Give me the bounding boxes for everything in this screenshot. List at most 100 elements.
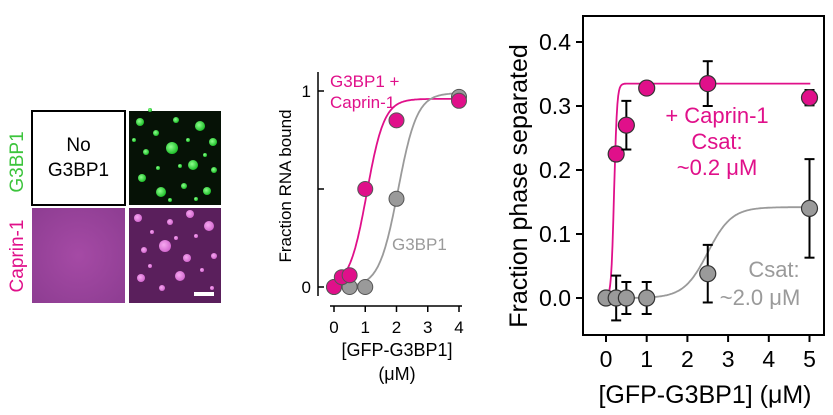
green-droplet	[178, 164, 182, 168]
chart2-y-label: Fraction phase separated	[505, 44, 533, 328]
chart2-point	[607, 145, 625, 163]
green-droplet	[148, 108, 152, 112]
g3bp1-droplets	[132, 108, 217, 202]
chart2-x-tick-label: 5	[803, 346, 816, 372]
chart1-point	[357, 181, 374, 197]
chart2-point	[617, 116, 635, 134]
chart2-point	[638, 79, 656, 97]
chart1-x-tick-label: 3	[423, 318, 432, 337]
magenta-droplet	[200, 268, 204, 272]
green-droplet	[143, 149, 149, 155]
magenta-droplet	[211, 253, 217, 259]
green-droplet	[138, 174, 146, 182]
chart1-y-tick-label: 1	[302, 82, 311, 101]
scale-bar	[194, 292, 214, 296]
chart2-x-label: [GFP-G3BP1] (μM)	[598, 381, 811, 409]
green-droplet	[181, 183, 187, 189]
chart1-y-tick-label: 0	[302, 278, 311, 297]
green-droplet	[173, 117, 179, 123]
chart2-frame	[582, 15, 825, 336]
magenta-droplet	[183, 254, 191, 262]
chart2-y-tick-label: 0.2	[539, 157, 571, 183]
chart2-point	[638, 289, 656, 307]
chart1-y-label: Fraction RNA bound	[276, 109, 295, 262]
chart1-x-tick-label: 4	[454, 318, 463, 337]
chart2-x-tick-label: 1	[640, 346, 653, 372]
chart1-point	[388, 112, 405, 129]
chart2-annotation-magenta-line1: + Caprin-1	[665, 103, 768, 128]
green-droplet	[132, 138, 136, 142]
chart2-x-ticks: 0 1 2 3 4 5	[600, 335, 816, 372]
chart2-y-tick-label: 0.4	[539, 29, 571, 55]
chart1-x-tick-label: 0	[329, 318, 338, 337]
chart1-x-ticks: 0 1 2 3 4	[329, 306, 464, 337]
chart2-point	[617, 289, 635, 307]
magenta-droplet	[141, 247, 147, 253]
chart1-y-ticks: 01	[302, 82, 324, 297]
chart1-fit-curve	[333, 97, 461, 284]
magenta-droplet	[194, 234, 198, 238]
chart1-legend-magenta-line1: G3BP1 +	[330, 72, 400, 91]
magenta-droplet	[204, 221, 214, 231]
chart2-annotation-gray-line2: ~2.0 μM	[720, 285, 801, 310]
micrograph-panel: G3BP1 Caprin-1 No G3BP1	[7, 108, 221, 303]
chart1-x-tick-label: 1	[361, 318, 370, 337]
magenta-droplet	[186, 210, 194, 218]
row-label-caprin1: Caprin-1	[7, 220, 28, 293]
empty-panel-text-line1: No	[66, 135, 90, 156]
magenta-droplet	[167, 219, 173, 225]
green-droplet	[195, 121, 205, 131]
chart1-point	[357, 279, 374, 295]
chart2-y-tick-label: 0.1	[539, 221, 571, 247]
chart2-y-tick-label: 0.0	[539, 285, 571, 311]
chart2-y-ticks: 0.0 0.1 0.2 0.3 0.4	[539, 29, 583, 311]
magenta-droplet	[134, 214, 142, 222]
chart2-annotation-gray-line1: Csat:	[748, 257, 799, 282]
green-droplet	[211, 167, 217, 173]
green-droplet	[203, 153, 207, 157]
green-droplet	[194, 197, 198, 201]
chart2-x-tick-label: 0	[600, 346, 613, 372]
green-droplet	[136, 118, 144, 126]
phase-separation-chart: 0.0 0.1 0.2 0.3 0.4 0 1 2 3 4 5 Fraction phase se…	[505, 15, 825, 409]
green-droplet	[153, 130, 159, 136]
green-droplet	[168, 198, 172, 202]
magenta-droplet	[159, 285, 165, 291]
green-droplet	[166, 142, 178, 154]
magenta-droplet	[175, 271, 185, 281]
green-droplet	[156, 187, 166, 197]
magenta-droplet	[150, 230, 154, 234]
chart1-point	[388, 190, 405, 207]
green-droplet	[188, 160, 198, 170]
panel-empty-g3bp1	[31, 110, 126, 206]
green-droplet	[203, 187, 211, 195]
magenta-droplet	[174, 236, 178, 240]
chart2-point	[699, 265, 717, 283]
magenta-droplet	[148, 264, 152, 268]
chart2-annotation-magenta-line3: ~0.2 μM	[677, 155, 758, 180]
chart1-legend-gray: G3BP1	[392, 235, 447, 254]
chart2-points	[597, 60, 819, 322]
chart2-point	[800, 199, 819, 217]
row-label-g3bp1: G3BP1	[7, 131, 28, 192]
green-droplet	[156, 166, 160, 170]
chart2-point	[699, 74, 717, 93]
magenta-droplet	[210, 286, 214, 290]
chart1-point	[451, 92, 467, 109]
magenta-droplet	[159, 240, 171, 252]
chart1-x-label: [GFP-G3BP1]	[341, 340, 452, 360]
caprin1-droplets	[134, 210, 217, 291]
chart2-x-tick-label: 3	[722, 346, 735, 372]
green-droplet	[209, 138, 217, 146]
chart1-legend-magenta-line2: Caprin-1	[330, 93, 395, 112]
chart2-annotation-magenta-line2: Csat:	[691, 129, 742, 154]
chart2-x-tick-label: 2	[681, 346, 694, 372]
chart2-point	[800, 89, 819, 107]
chart2-x-tick-label: 4	[762, 346, 775, 372]
empty-panel-text-line2: G3BP1	[48, 160, 109, 181]
chart1-points	[326, 88, 467, 295]
chart1-x-tick-label: 2	[392, 318, 401, 337]
magenta-droplet	[137, 274, 145, 282]
